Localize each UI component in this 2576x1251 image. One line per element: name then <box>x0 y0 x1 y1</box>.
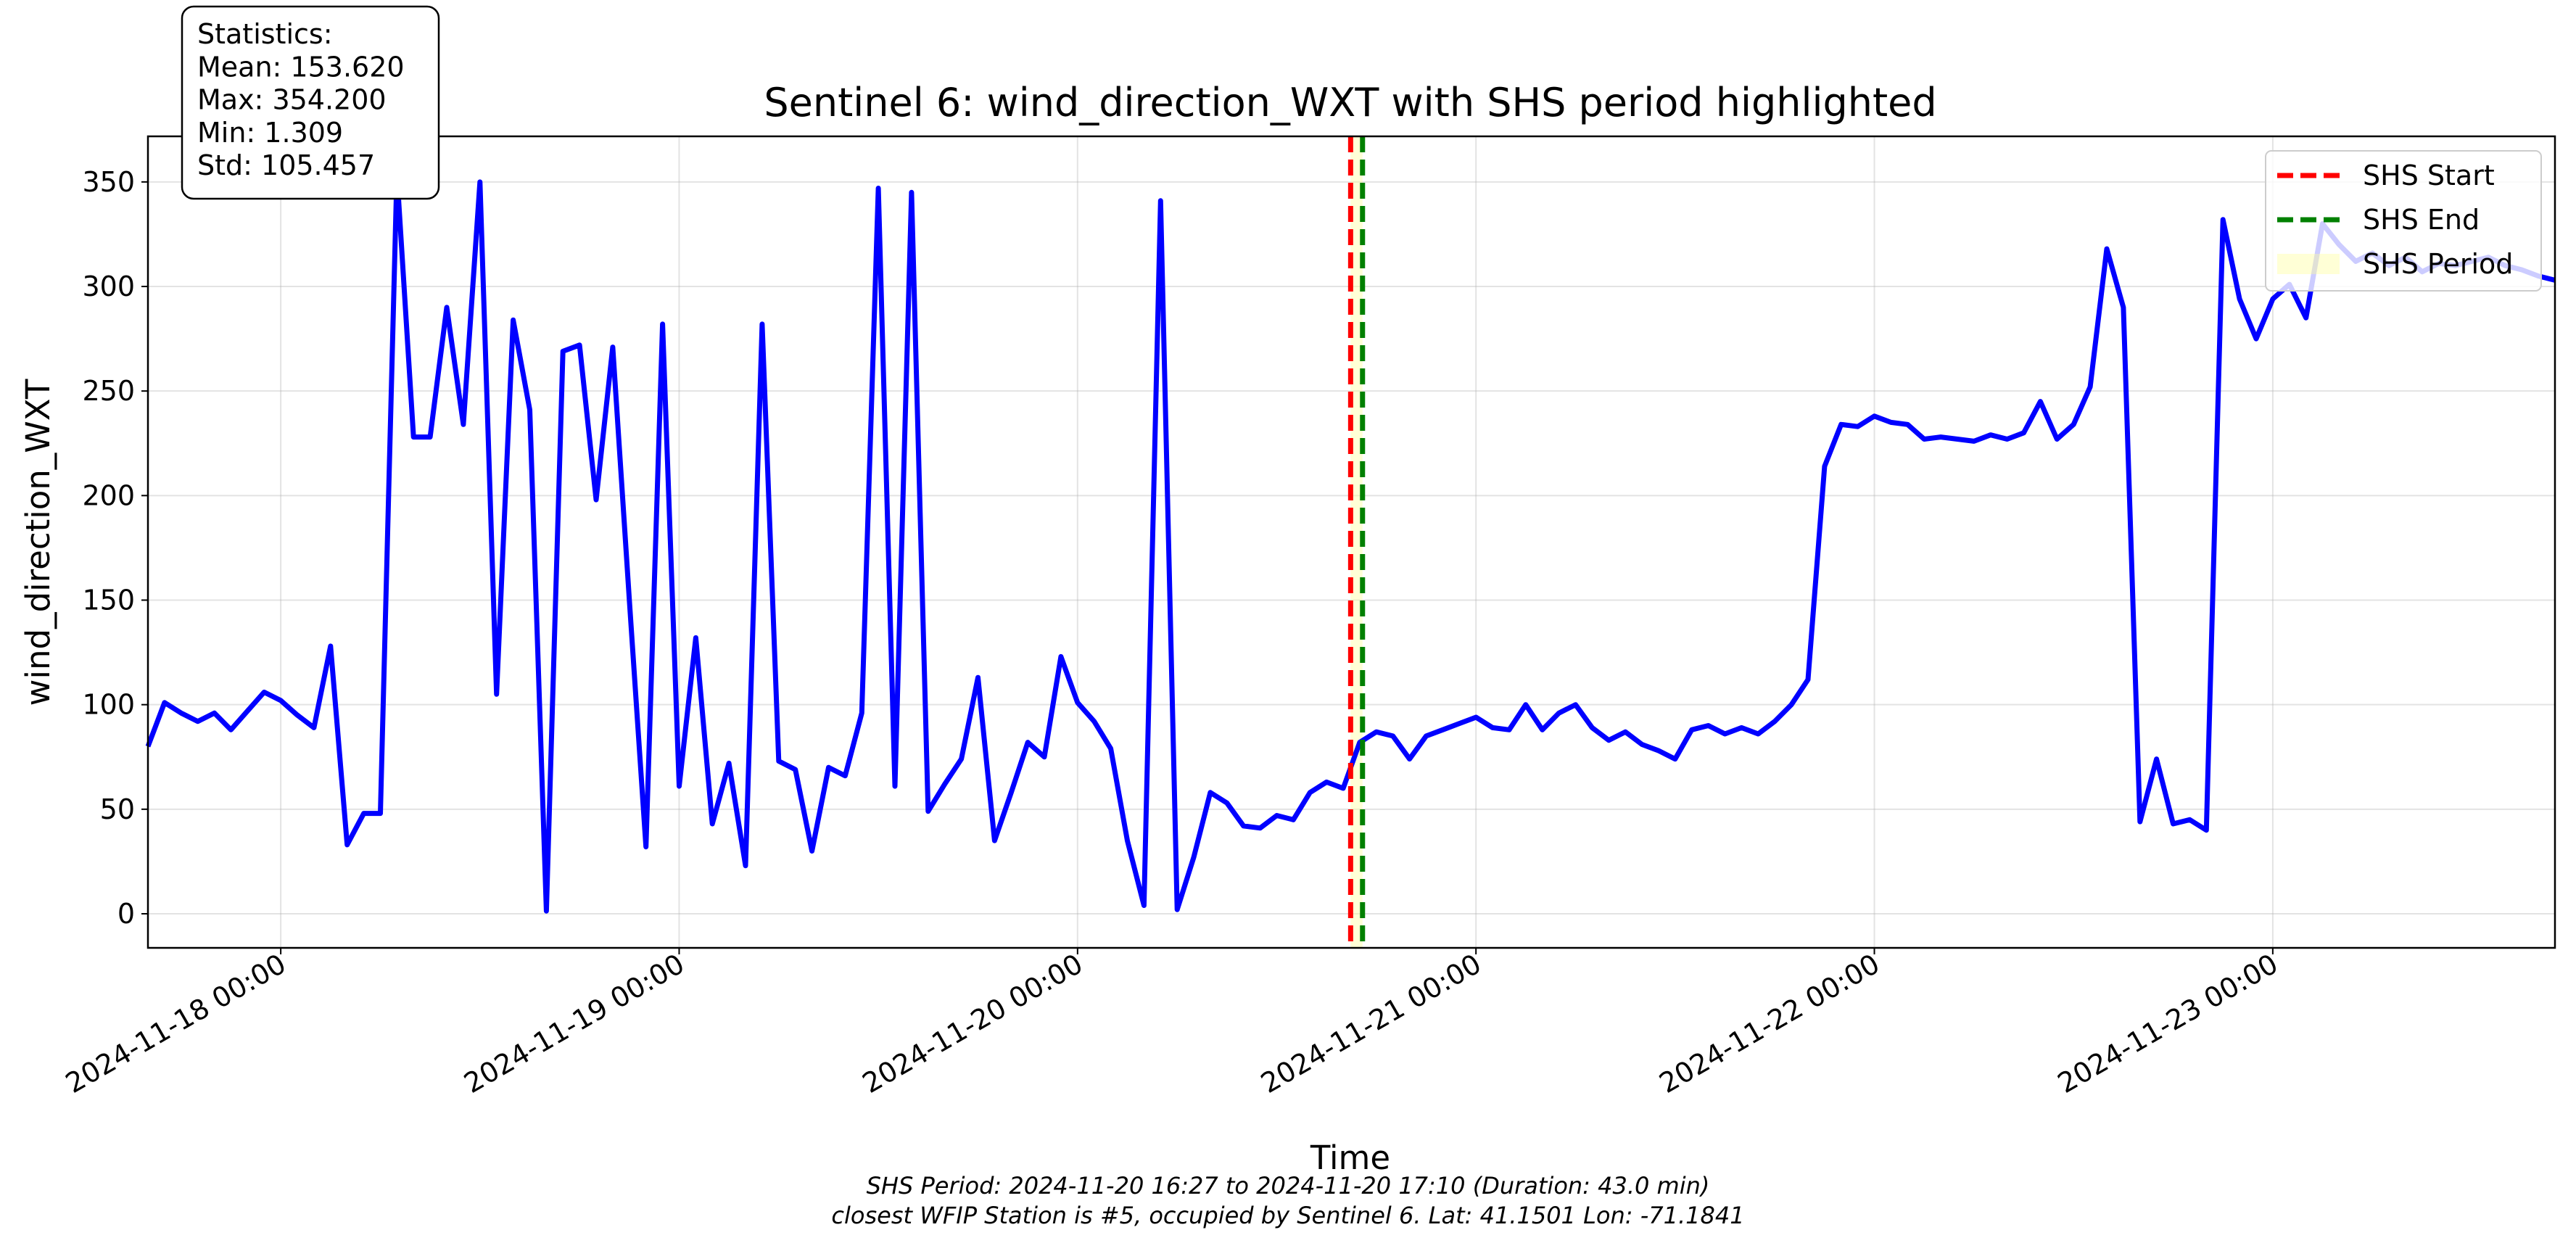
y-tick-label: 350 <box>82 166 135 198</box>
stats-line: Std: 105.457 <box>197 149 375 181</box>
legend-box <box>2265 150 2542 292</box>
y-tick-label: 50 <box>100 793 135 825</box>
stats-box <box>181 5 440 200</box>
y-tick-label: 300 <box>82 271 135 302</box>
x-tick-label: 2024-11-20 00:00 <box>857 948 1089 1099</box>
x-tick-label: 2024-11-21 00:00 <box>1255 948 1487 1099</box>
chart-title: Sentinel 6: wind_direction_WXT with SHS … <box>764 80 1936 125</box>
stats-line: Mean: 153.620 <box>197 51 405 83</box>
x-tick-label: 2024-11-22 00:00 <box>1654 948 1885 1099</box>
footer-line: SHS Period: 2024-11-20 16:27 to 2024-11-… <box>867 1172 1710 1200</box>
stats-line: Statistics: <box>197 18 333 50</box>
y-tick-label: 0 <box>117 898 135 930</box>
legend-label: SHS End <box>2363 204 2480 236</box>
x-tick-label: 2024-11-18 00:00 <box>60 948 292 1099</box>
y-axis-label: wind_direction_WXT <box>19 379 57 706</box>
plot-frame <box>146 135 2556 949</box>
y-tick-label: 250 <box>82 375 135 407</box>
legend-swatch <box>2277 254 2340 274</box>
x-axis-label: Time <box>1310 1139 1390 1177</box>
legend-label: SHS Period <box>2363 248 2513 280</box>
footer-line: closest WFIP Station is #5, occupied by … <box>831 1202 1744 1229</box>
x-tick-label: 2024-11-19 00:00 <box>458 948 690 1099</box>
y-tick-label: 150 <box>82 585 135 616</box>
stats-line: Min: 1.309 <box>197 117 343 149</box>
y-tick-label: 200 <box>82 479 135 511</box>
y-tick-label: 100 <box>82 689 135 721</box>
legend-label: SHS Start <box>2363 160 2495 191</box>
x-tick-label: 2024-11-23 00:00 <box>2052 948 2284 1099</box>
stats-line: Max: 354.200 <box>197 84 387 116</box>
